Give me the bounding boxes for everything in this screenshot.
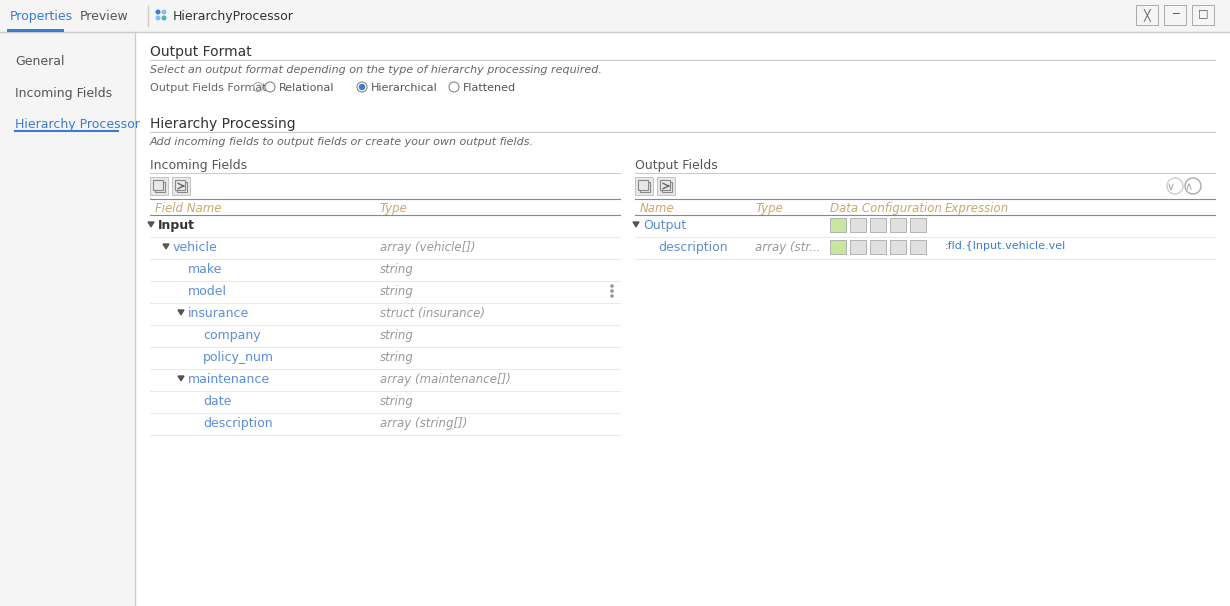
Text: Incoming Fields: Incoming Fields xyxy=(15,87,112,100)
Text: ╳: ╳ xyxy=(1144,8,1150,21)
Text: :fld.{Input.vehicle.vel: :fld.{Input.vehicle.vel xyxy=(945,241,1066,251)
Text: policy_num: policy_num xyxy=(203,351,274,364)
Bar xyxy=(640,182,649,192)
Bar xyxy=(150,177,169,195)
Bar xyxy=(177,182,187,192)
Polygon shape xyxy=(148,222,154,227)
Text: Type: Type xyxy=(755,202,782,215)
Text: Output Fields: Output Fields xyxy=(635,159,718,172)
Bar xyxy=(870,218,886,232)
Bar xyxy=(850,218,866,232)
Text: Field Name: Field Name xyxy=(155,202,221,215)
Text: ─: ─ xyxy=(1172,8,1178,18)
Bar xyxy=(850,240,866,254)
Text: Flattened: Flattened xyxy=(462,83,517,93)
Text: array (vehicle[]): array (vehicle[]) xyxy=(380,241,476,254)
Text: Data Configuration: Data Configuration xyxy=(830,202,942,215)
Text: array (string[]): array (string[]) xyxy=(380,417,467,430)
Text: Select an output format depending on the type of hierarchy processing required.: Select an output format depending on the… xyxy=(150,65,601,75)
Bar xyxy=(172,177,189,195)
Text: Relational: Relational xyxy=(279,83,335,93)
Text: string: string xyxy=(380,329,413,342)
Text: Name: Name xyxy=(640,202,675,215)
Text: maintenance: maintenance xyxy=(188,373,271,386)
Circle shape xyxy=(610,289,614,293)
Text: description: description xyxy=(203,417,273,430)
Text: vehicle: vehicle xyxy=(173,241,218,254)
Text: Output: Output xyxy=(643,219,686,232)
Text: □: □ xyxy=(1198,8,1208,18)
Bar xyxy=(153,180,164,190)
Bar xyxy=(830,240,846,254)
Bar xyxy=(0,0,1230,32)
Text: Type: Type xyxy=(380,202,408,215)
Text: date: date xyxy=(203,395,231,408)
Text: ∨: ∨ xyxy=(1167,182,1175,192)
Polygon shape xyxy=(164,244,169,249)
Text: Expression: Expression xyxy=(945,202,1010,215)
Bar xyxy=(175,180,184,190)
Circle shape xyxy=(155,16,160,21)
Text: i: i xyxy=(257,84,260,93)
Polygon shape xyxy=(178,310,184,315)
Bar xyxy=(7,29,64,32)
Circle shape xyxy=(610,284,614,288)
Circle shape xyxy=(610,294,614,298)
Bar xyxy=(830,218,846,232)
Bar xyxy=(662,182,672,192)
Text: string: string xyxy=(380,285,413,298)
Bar xyxy=(891,218,907,232)
Bar xyxy=(635,177,653,195)
Bar xyxy=(657,177,675,195)
Text: company: company xyxy=(203,329,261,342)
Bar xyxy=(910,218,926,232)
Text: string: string xyxy=(380,263,413,276)
Text: string: string xyxy=(380,395,413,408)
Text: Properties: Properties xyxy=(10,10,73,23)
Circle shape xyxy=(161,16,166,21)
Bar xyxy=(1164,5,1186,25)
Text: Hierarchy Processor: Hierarchy Processor xyxy=(15,118,140,131)
Text: HierarchyProcessor: HierarchyProcessor xyxy=(173,10,294,23)
Text: Output Fields Format:: Output Fields Format: xyxy=(150,83,271,93)
Bar xyxy=(661,180,670,190)
Bar xyxy=(155,182,165,192)
Bar xyxy=(1137,5,1157,25)
Polygon shape xyxy=(178,376,184,381)
Bar xyxy=(0,32,135,606)
Text: Input: Input xyxy=(157,219,196,232)
Text: Hierarchy Processing: Hierarchy Processing xyxy=(150,117,295,131)
Text: string: string xyxy=(380,351,413,364)
Bar xyxy=(638,180,648,190)
Text: Output Format: Output Format xyxy=(150,45,252,59)
Bar xyxy=(891,240,907,254)
Text: Hierarchical: Hierarchical xyxy=(371,83,438,93)
Polygon shape xyxy=(633,222,640,227)
Text: Preview: Preview xyxy=(80,10,129,23)
Circle shape xyxy=(357,82,367,92)
Text: struct (insurance): struct (insurance) xyxy=(380,307,485,320)
Text: General: General xyxy=(15,55,64,68)
Bar xyxy=(870,240,886,254)
Bar xyxy=(910,240,926,254)
Text: make: make xyxy=(188,263,223,276)
Circle shape xyxy=(155,10,160,15)
Text: Incoming Fields: Incoming Fields xyxy=(150,159,247,172)
Text: array (maintenance[]): array (maintenance[]) xyxy=(380,373,510,386)
Text: model: model xyxy=(188,285,228,298)
Circle shape xyxy=(264,82,276,92)
Circle shape xyxy=(359,84,365,90)
Bar xyxy=(1192,5,1214,25)
Text: array (str...: array (str... xyxy=(755,241,820,254)
Circle shape xyxy=(161,10,166,15)
Circle shape xyxy=(449,82,459,92)
Text: Add incoming fields to output fields or create your own output fields.: Add incoming fields to output fields or … xyxy=(150,137,534,147)
Text: description: description xyxy=(658,241,728,254)
Text: ∧: ∧ xyxy=(1184,182,1193,192)
Text: insurance: insurance xyxy=(188,307,250,320)
